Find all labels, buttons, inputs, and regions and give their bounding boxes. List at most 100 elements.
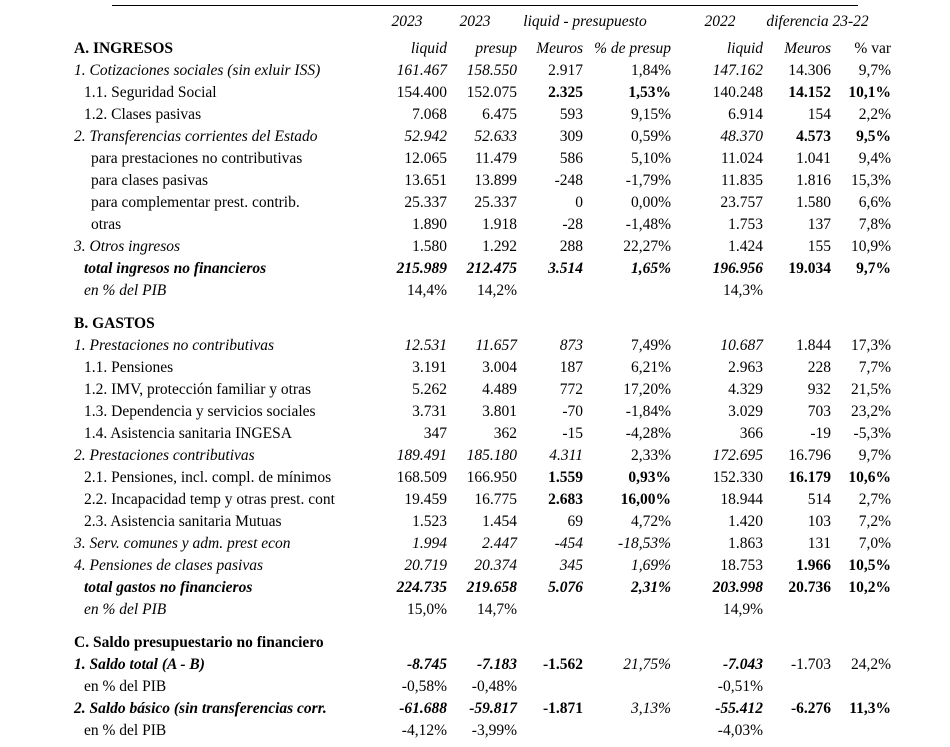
- spacer-row: [74, 621, 891, 632]
- cell-col-6: 14.306: [788, 62, 831, 79]
- cell-col-1: 1.994: [412, 535, 447, 552]
- cell-col-3: 593: [559, 106, 583, 123]
- cell-col-5: 4.329: [728, 381, 763, 398]
- cell-col-5: 1.863: [728, 535, 763, 552]
- table-row: 1. Saldo total (A - B) -8.745 -7.183 -1.562…: [74, 654, 891, 676]
- table-row: A. INGRESOS liquid presup Meuros % de presup…: [74, 38, 891, 60]
- cell-col-3: 586: [559, 150, 583, 167]
- cell-col-3: 3.514: [548, 260, 583, 277]
- table-row: 2.2. Incapacidad temp y otras prest. con…: [74, 489, 891, 511]
- row-label: C. Saldo presupuestario no financiero: [74, 634, 324, 651]
- row-label: 2. Prestaciones contributivas: [74, 447, 255, 464]
- cell-col-7: 6,6%: [858, 194, 891, 211]
- cell-col-4: % de presup: [594, 40, 671, 57]
- table-row: 1.1. Seguridad Social 154.400 152.075 2.325…: [74, 82, 891, 104]
- cell-col-1: 52.942: [404, 128, 447, 145]
- row-label: para complementar prest. contrib.: [91, 194, 300, 211]
- cell-col-2: 158.550: [466, 62, 517, 79]
- table-row: B. GASTOS: [74, 313, 891, 335]
- row-label: 2.1. Pensiones, incl. compl. de mínimos: [84, 469, 332, 486]
- header-diferencia: diferencia 23-22: [766, 13, 869, 30]
- cell-col-3: [517, 632, 583, 654]
- cell-col-5: -7.043: [722, 656, 763, 673]
- row-label: en % del PIB: [84, 678, 167, 695]
- cell-col-1: 154.400: [396, 84, 447, 101]
- table-row: 2.3. Asistencia sanitaria Mutuas 1.523 1.4…: [74, 511, 891, 533]
- cell-col-3: 4.311: [549, 447, 583, 464]
- cell-col-2: 14,7%: [476, 601, 517, 618]
- cell-col-6: 16.796: [788, 447, 831, 464]
- cell-col-3: -15: [562, 425, 583, 442]
- cell-col-2: 1.918: [482, 216, 517, 233]
- cell-col-2: 14,2%: [476, 282, 517, 299]
- cell-col-6: 514: [807, 491, 831, 508]
- table-row: 3. Otros ingresos 1.580 1.292 288 22,27% 1.42…: [74, 236, 891, 258]
- row-label: 4. Pensiones de clases pasivas: [74, 557, 263, 574]
- cell-col-4: 17,20%: [623, 381, 671, 398]
- row-label: en % del PIB: [84, 601, 167, 618]
- cell-col-3: 187: [559, 359, 583, 376]
- table-row: 1.3. Dependencia y servicios sociales 3.7…: [74, 401, 891, 423]
- cell-col-3: -70: [562, 403, 583, 420]
- table-row: en % del PIB 15,0% 14,7% 14,9%: [74, 599, 891, 621]
- cell-col-7: 7,7%: [858, 359, 891, 376]
- cell-col-6: 1.816: [796, 172, 831, 189]
- cell-col-7: 10,9%: [850, 238, 891, 255]
- row-label: 1.2. IMV, protección familiar y otras: [84, 381, 311, 398]
- cell-col-3: -1.871: [542, 700, 583, 717]
- cell-col-7: 2,7%: [858, 491, 891, 508]
- table-row: en % del PIB 14,4% 14,2% 14,3%: [74, 280, 891, 302]
- cell-col-1: 215.989: [396, 260, 447, 277]
- table-row: 4. Pensiones de clases pasivas 20.719 20.3…: [74, 555, 891, 577]
- cell-col-6: 1.580: [796, 194, 831, 211]
- cell-col-3: [517, 720, 583, 742]
- cell-col-6: 703: [807, 403, 831, 420]
- cell-col-2: 11.479: [474, 150, 517, 167]
- cell-col-4: [583, 676, 671, 698]
- cell-col-3: 288: [559, 238, 583, 255]
- header-2022: 2022: [704, 13, 736, 30]
- cell-col-4: [583, 313, 671, 335]
- cell-col-5: 14,9%: [722, 601, 763, 618]
- cell-col-2: 2.447: [482, 535, 517, 552]
- cell-col-4: -1,84%: [625, 403, 671, 420]
- cell-col-6: 155: [807, 238, 831, 255]
- cell-col-3: [517, 676, 583, 698]
- cell-col-7: 10,1%: [848, 84, 891, 101]
- cell-col-7: [831, 632, 891, 654]
- cell-col-2: 13.899: [474, 172, 517, 189]
- row-label: para clases pasivas: [91, 172, 209, 189]
- cell-col-1: -61.688: [399, 700, 447, 717]
- cell-col-2: 1.454: [482, 513, 517, 530]
- cell-col-7: [831, 720, 891, 742]
- cell-col-4: [583, 280, 671, 302]
- cell-col-5: -0,51%: [717, 678, 763, 695]
- table-row: 3. Serv. comunes y adm. prest econ 1.994 2…: [74, 533, 891, 555]
- cell-col-2: -0,48%: [471, 678, 517, 695]
- cell-col-6: 131: [807, 535, 831, 552]
- cell-col-1: [381, 632, 447, 654]
- cell-col-2: 185.180: [466, 447, 517, 464]
- cell-col-5: 11.835: [720, 172, 763, 189]
- row-label: 2.2. Incapacidad temp y otras prest. con…: [84, 491, 335, 508]
- cell-col-3: 309: [559, 128, 583, 145]
- cell-col-5: 1.420: [728, 513, 763, 530]
- cell-col-6: 1.966: [796, 557, 831, 574]
- cell-col-6: [763, 720, 831, 742]
- cell-col-5: 1.424: [728, 238, 763, 255]
- cell-col-7: [831, 676, 891, 698]
- table-row: C. Saldo presupuestario no financiero: [74, 632, 891, 654]
- cell-col-4: 2,33%: [630, 447, 671, 464]
- budget-table: A. INGRESOS liquid presup Meuros % de presup…: [74, 38, 891, 742]
- row-label: 1. Saldo total (A - B): [74, 656, 205, 673]
- cell-col-7: 10,2%: [848, 579, 891, 596]
- cell-col-3: -454: [554, 535, 583, 552]
- cell-col-4: -18,53%: [618, 535, 671, 552]
- cell-col-6: Meuros: [784, 40, 831, 57]
- cell-col-5: [671, 313, 763, 335]
- cell-col-4: 1,69%: [630, 557, 671, 574]
- cell-col-2: 362: [493, 425, 517, 442]
- cell-col-7: 23,2%: [850, 403, 891, 420]
- cell-col-7: 9,7%: [858, 447, 891, 464]
- cell-col-2: 4.489: [482, 381, 517, 398]
